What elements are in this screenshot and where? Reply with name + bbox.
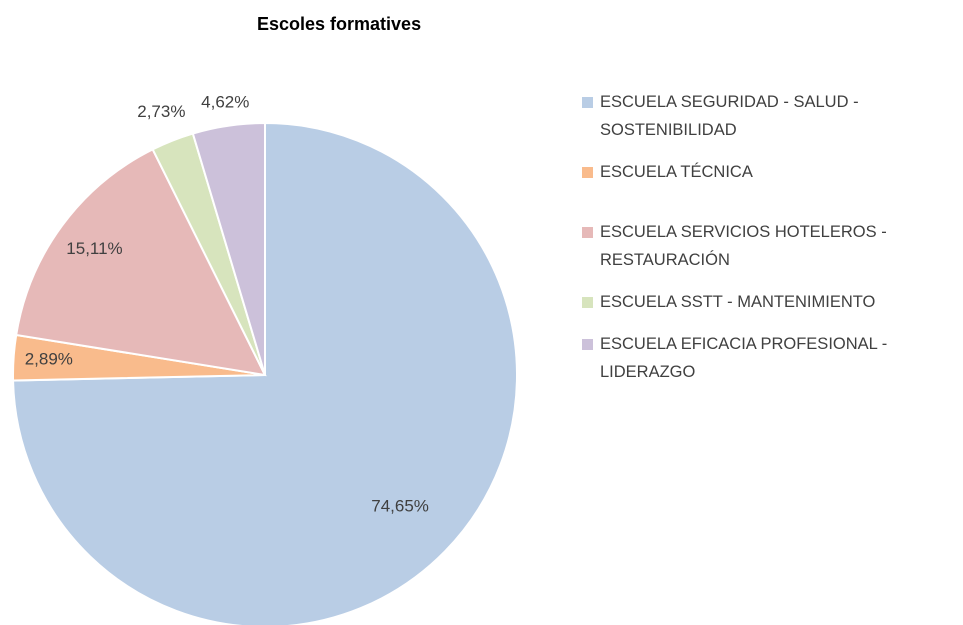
legend-label: ESCUELA TÉCNICA	[600, 163, 753, 181]
data-label: 2,89%	[25, 350, 73, 369]
pie-slice	[15, 148, 267, 377]
legend-label: ESCUELA SEGURIDAD - SALUD - SOSTENIBILID…	[600, 93, 859, 139]
legend-item: ESCUELA SEGURIDAD - SALUD - SOSTENIBILID…	[582, 88, 952, 144]
legend-swatch	[582, 167, 593, 178]
legend-swatch	[582, 297, 593, 308]
pie-chart: 74,65% 2,89% 15,11% 2,73% 4,62%	[12, 93, 518, 625]
legend-label: ESCUELA EFICACIA PROFESIONAL - LIDERAZGO	[600, 335, 888, 381]
legend-swatch	[582, 227, 593, 238]
legend-swatch	[582, 97, 593, 108]
legend-label: ESCUELA SERVICIOS HOTELEROS - RESTAURACI…	[600, 223, 887, 269]
data-label: 2,73%	[137, 102, 185, 121]
legend-item: ESCUELA SERVICIOS HOTELEROS - RESTAURACI…	[582, 218, 952, 274]
legend-item: ESCUELA EFICACIA PROFESIONAL - LIDERAZGO	[582, 330, 952, 386]
data-label: 4,62%	[201, 93, 249, 112]
chart-title: Escoles formatives	[257, 14, 422, 34]
pie-slice	[191, 121, 266, 376]
legend-item: ESCUELA TÉCNICA	[582, 158, 952, 186]
data-label: 15,11%	[66, 239, 122, 258]
legend-label: ESCUELA SSTT - MANTENIMIENTO	[600, 293, 876, 311]
legend: ESCUELA SEGURIDAD - SALUD - SOSTENIBILID…	[582, 88, 952, 400]
legend-item: ESCUELA SSTT - MANTENIMIENTO	[582, 288, 952, 316]
data-label: 74,65%	[371, 497, 429, 516]
legend-swatch	[582, 339, 593, 350]
